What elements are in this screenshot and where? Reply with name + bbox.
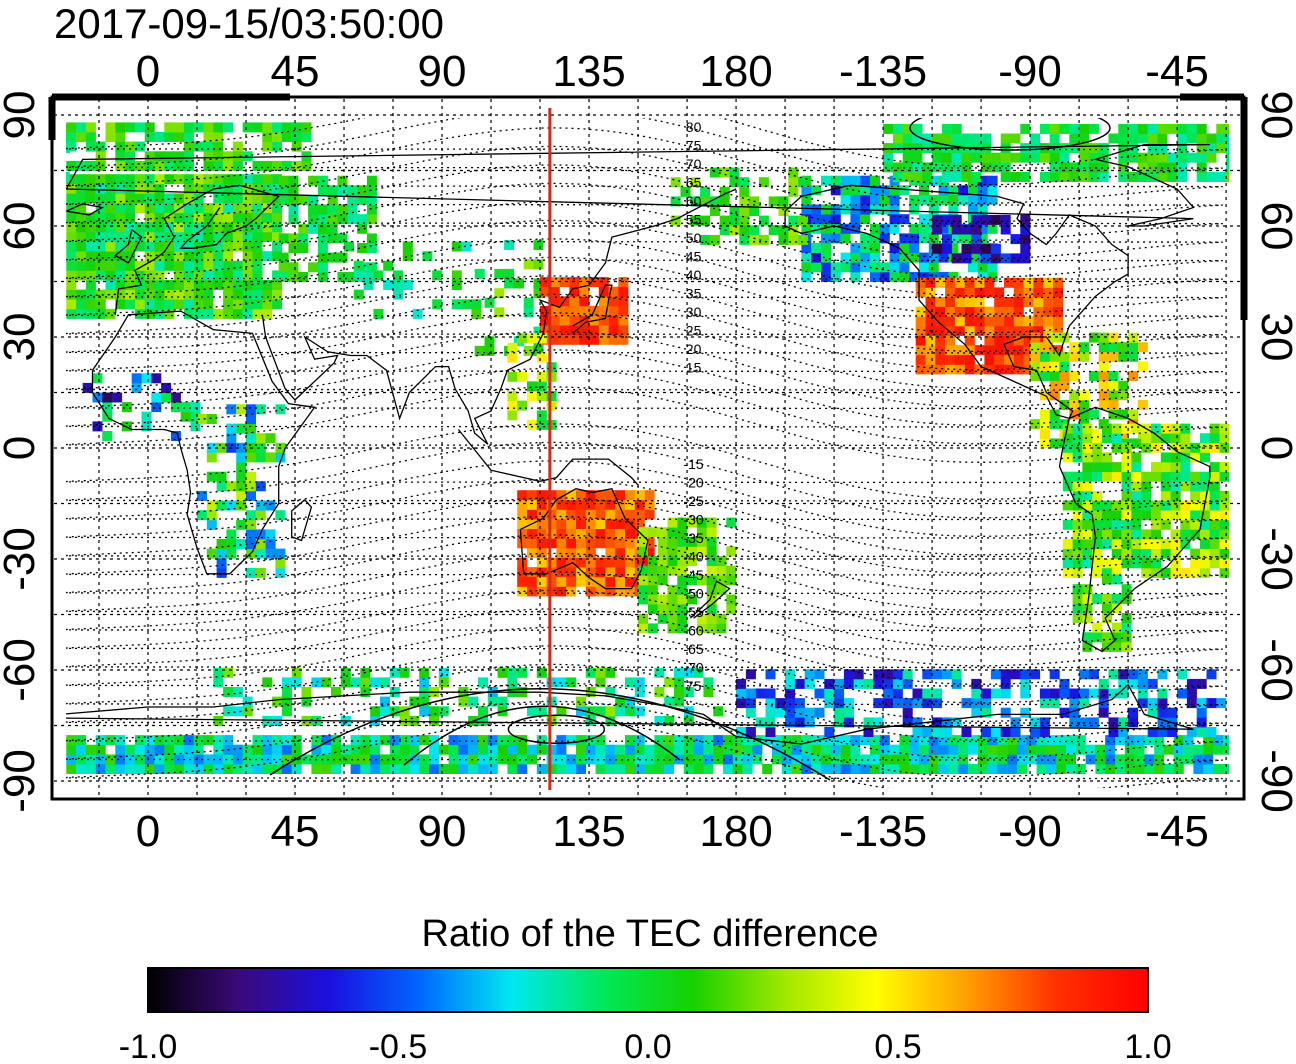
latitude-tick-label: 60 xyxy=(0,202,44,251)
contour-label: 15 xyxy=(686,360,702,376)
map-title: 2017-09-15/03:50:00 xyxy=(54,0,444,47)
latitude-tick-label: 90 xyxy=(1252,91,1296,140)
contour-label: -65 xyxy=(683,641,703,657)
longitude-ticks-top: 0 45 90 135 180 -135 -90 -45 xyxy=(136,47,1209,96)
colorbar-tick-label: 0.0 xyxy=(624,1028,671,1064)
latitude-tick-label: 90 xyxy=(0,91,44,140)
colorbar-tick-label: 0.5 xyxy=(874,1028,921,1064)
tec-data-cells xyxy=(66,122,1229,774)
contour-label: -20 xyxy=(683,475,703,491)
longitude-tick-label: -45 xyxy=(1145,807,1209,856)
longitude-tick-label: 135 xyxy=(552,47,625,96)
colorbar-tick-labels: -1.0 -0.5 0.0 0.5 1.0 xyxy=(119,1028,1172,1064)
latitude-tick-label: 30 xyxy=(1252,313,1296,362)
longitude-tick-label: 90 xyxy=(418,807,467,856)
contour-label: -25 xyxy=(683,493,703,509)
longitude-tick-label: 0 xyxy=(136,807,160,856)
latitude-tick-label: 0 xyxy=(0,436,44,460)
contour-label: 50 xyxy=(686,230,702,246)
contour-label: 75 xyxy=(686,138,702,154)
longitude-tick-label: -135 xyxy=(839,47,927,96)
longitude-tick-label: 0 xyxy=(136,47,160,96)
contour-label: -50 xyxy=(683,586,703,602)
contour-labels: 80 75 70 65 60 55 50 45 40 35 30 25 20 15 -15 -20 -25 -30… xyxy=(683,119,703,694)
latitude-ticks-right: 90 60 30 0 -30 -60 -90 xyxy=(1252,91,1296,813)
longitude-tick-label: -45 xyxy=(1145,47,1209,96)
contour-label: -35 xyxy=(683,530,703,546)
latitude-tick-label: 0 xyxy=(1252,436,1296,460)
latitude-tick-label: -90 xyxy=(1252,749,1296,813)
contour-label: 25 xyxy=(686,323,702,339)
magnetic-latitude-contours xyxy=(66,118,1223,788)
latitude-tick-label: -60 xyxy=(1252,638,1296,702)
contour-label: -60 xyxy=(683,623,703,639)
colorbar-tick-label: -0.5 xyxy=(369,1028,428,1064)
contour-label: -40 xyxy=(683,549,703,565)
colorbar-tick-label: 1.0 xyxy=(1124,1028,1171,1064)
longitude-tick-label: 45 xyxy=(271,47,320,96)
contour-label: 65 xyxy=(686,175,702,191)
contour-label: 60 xyxy=(686,193,702,209)
contour-label: 70 xyxy=(686,156,702,172)
latitude-ticks-left: 90 60 30 0 -30 -60 -90 xyxy=(0,91,44,813)
longitude-tick-label: 135 xyxy=(552,807,625,856)
contour-label: 80 xyxy=(686,119,702,135)
contour-label: -45 xyxy=(683,567,703,583)
contour-label: -55 xyxy=(683,604,703,620)
contour-label: -30 xyxy=(683,512,703,528)
longitude-tick-label: 90 xyxy=(418,47,467,96)
latitude-tick-label: -90 xyxy=(0,749,44,813)
longitude-tick-label: 180 xyxy=(699,47,772,96)
colorbar-title: Ratio of the TEC difference xyxy=(422,913,879,955)
contour-label: 40 xyxy=(686,267,702,283)
latitude-tick-label: 30 xyxy=(0,313,44,362)
latitude-tick-label: -30 xyxy=(0,527,44,591)
colorbar-gradient xyxy=(147,967,1149,1013)
longitude-tick-label: -90 xyxy=(998,47,1062,96)
contour-label: 20 xyxy=(686,341,702,357)
map-panel: 80 75 70 65 60 55 50 45 40 35 30 25 20 15 -15 -20 -25 -30… xyxy=(0,47,1296,856)
contour-label: -15 xyxy=(683,456,703,472)
longitude-tick-label: 45 xyxy=(271,807,320,856)
lat-lon-grid xyxy=(54,99,1242,797)
contour-label: 45 xyxy=(686,249,702,265)
latitude-tick-label: 60 xyxy=(1252,202,1296,251)
longitude-ticks-bottom: 0 45 90 135 180 -135 -90 -45 xyxy=(136,807,1209,856)
longitude-tick-label: -90 xyxy=(998,807,1062,856)
contour-label: -70 xyxy=(683,660,703,676)
latitude-tick-label: -30 xyxy=(1252,527,1296,591)
longitude-tick-label: 180 xyxy=(699,807,772,856)
longitude-tick-label: -135 xyxy=(839,807,927,856)
contour-label: 75 xyxy=(686,678,702,694)
contour-label: 35 xyxy=(686,286,702,302)
contour-label: 55 xyxy=(686,212,702,228)
contour-label: 30 xyxy=(686,304,702,320)
latitude-tick-label: -60 xyxy=(0,638,44,702)
coastlines xyxy=(66,143,1211,745)
colorbar-tick-label: -1.0 xyxy=(119,1028,178,1064)
colorbar: Ratio of the TEC difference -1.0 -0.5 0.0 0… xyxy=(119,913,1172,1064)
